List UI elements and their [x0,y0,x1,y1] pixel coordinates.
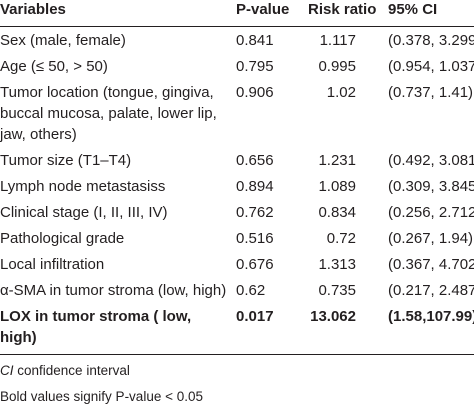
table-cell: 0.516 [236,230,274,247]
table-cell: Local infiltration [0,256,105,273]
footnote-text: Bold values signify P-value < 0.05 [0,389,203,404]
footnotes: CI confidence interval Bold values signif… [0,361,474,407]
footnote-abbr: CI [0,363,14,378]
table-cell: Age (≤ 50, > 50) [0,58,108,75]
table-cell: LOX in tumor stroma ( low, high) [0,303,236,355]
table-cell: (0.378, 3.299) [388,32,474,49]
table-cell: (0.367, 4.702) [388,256,474,273]
table-cell: 1.231 [318,152,356,169]
column-header: Variables [0,0,236,27]
table-cell: 0.735 [318,282,356,299]
table-cell: Lymph node metastasiss [0,178,166,195]
column-header: Risk ratio [308,0,388,27]
table-cell: 0.762 [236,204,274,221]
header-row: Variables P-value Risk ratio 95% CI [0,0,474,27]
table-cell: (0.737, 1.41) [388,84,474,101]
table-cell: α-SMA in tumor stroma (low, high) [0,282,227,299]
table-cell: Pathological grade [0,230,125,247]
table-cell: 1.313 [318,256,356,273]
table-cell: Tumor size (T1–T4) [0,152,132,169]
table-cell: 1.02 [326,84,356,101]
footnote-text: confidence interval [17,363,130,378]
table-row: Tumor location (tongue, gingiva, buccal … [0,79,474,147]
table-row: Tumor size (T1–T4) 0.656 1.231 (0.492, 3.08… [0,147,474,173]
footnote: CI confidence interval [0,361,474,381]
table-row: Clinical stage (I, II, III, IV) 0.762 0.83… [0,199,474,225]
table-cell: 0.795 [236,58,274,75]
column-header: P-value [236,0,308,27]
table-cell: 0.894 [236,178,274,195]
table-row: Pathological grade 0.516 0.72 (0.267, 1.94) [0,225,474,251]
table-row: Local infiltration 0.676 1.313 (0.367, 4.70… [0,251,474,277]
table-cell: Tumor location (tongue, gingiva, buccal … [0,84,217,143]
table-row: Sex (male, female) 0.841 1.117 (0.378, 3.29… [0,27,474,54]
table-cell: 1.117 [319,32,356,49]
table-row: Age (≤ 50, > 50) 0.795 0.995 (0.954, 1.037) [0,53,474,79]
table-cell: 0.995 [318,58,356,75]
table-cell: (0.954, 1.037) [388,58,474,75]
table-cell: Sex (male, female) [0,32,126,49]
table-cell: 0.841 [236,32,274,49]
table-cell: (0.256, 2.712) [388,204,474,221]
table-body: Sex (male, female) 0.841 1.117 (0.378, 3.29… [0,27,474,355]
table-row: Lymph node metastasiss 0.894 1.089 (0.309, … [0,173,474,199]
table-cell: 0.676 [236,256,274,273]
table-cell: 1.089 [318,178,356,195]
table-cell: (0.267, 1.94) [388,230,474,247]
table-cell: 0.906 [236,84,274,101]
results-table: Variables P-value Risk ratio 95% CI Sex (ma… [0,0,474,355]
table-cell: (1.58,107.99) [388,303,474,355]
table-cell: 0.834 [318,204,356,221]
column-header: 95% CI [388,0,474,27]
table-cell: (0.309, 3.845) [388,178,474,195]
footnote: Bold values signify P-value < 0.05 [0,387,474,407]
table-cell: 13.062 [308,303,388,355]
table-row: α-SMA in tumor stroma (low, high) 0.62 0.7… [0,277,474,303]
table-cell: (0.492, 3.081) [388,152,474,169]
table-cell: 0.62 [236,282,266,299]
table-row: LOX in tumor stroma ( low, high) 0.017 13.… [0,303,474,355]
table-cell: 0.656 [236,152,274,169]
table-cell: (0.217, 2.487) [388,282,474,299]
table-cell: 0.72 [326,230,356,247]
table-cell: Clinical stage (I, II, III, IV) [0,204,168,221]
table-cell: 0.017 [236,303,308,355]
